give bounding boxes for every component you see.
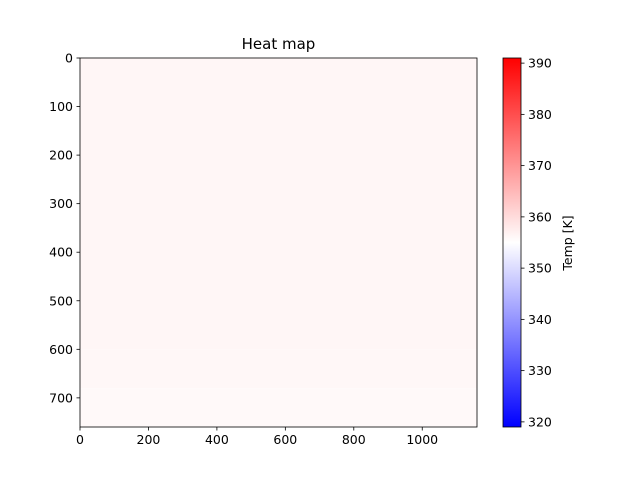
x-tick-label: 0 xyxy=(76,432,84,447)
plot-frame xyxy=(79,57,478,428)
colorbar-tick-label: 340 xyxy=(528,312,552,327)
colorbar-tick-label: 390 xyxy=(528,56,552,71)
colorbar-tick-label: 330 xyxy=(528,363,552,378)
colorbar-tick-label: 350 xyxy=(528,261,552,276)
y-axis: 0 100 200 300 400 500 600 700 xyxy=(49,51,80,405)
chart-title: Heat map xyxy=(242,35,316,53)
y-tick-label: 100 xyxy=(49,99,73,114)
y-tick-label: 600 xyxy=(49,342,73,357)
y-tick-label: 400 xyxy=(49,245,73,260)
y-tick-label: 300 xyxy=(49,196,73,211)
colorbar-tick-label: 370 xyxy=(528,158,552,173)
x-tick-label: 1000 xyxy=(406,432,438,447)
colorbar-tick-label: 320 xyxy=(528,414,552,429)
y-tick-label: 700 xyxy=(49,390,73,405)
heat-region xyxy=(80,58,477,350)
heat-region xyxy=(80,349,477,389)
heat-region xyxy=(210,393,351,418)
heatmap-cells xyxy=(80,58,477,427)
x-axis: 0 200 400 600 800 1000 xyxy=(76,427,438,447)
colorbar-axis: 320 330 340 350 360 370 380 390 xyxy=(521,56,552,429)
x-tick-label: 600 xyxy=(273,432,297,447)
y-tick-label: 500 xyxy=(49,293,73,308)
colorbar-label: Temp [K] xyxy=(560,215,575,271)
x-tick-label: 200 xyxy=(137,432,161,447)
colorbar xyxy=(502,57,522,428)
colorbar-tick-label: 380 xyxy=(528,107,552,122)
colorbar-tick-label: 360 xyxy=(528,209,552,224)
y-tick-label: 200 xyxy=(49,148,73,163)
y-tick-label: 0 xyxy=(65,51,73,66)
x-tick-label: 800 xyxy=(342,432,366,447)
x-tick-label: 400 xyxy=(205,432,229,447)
